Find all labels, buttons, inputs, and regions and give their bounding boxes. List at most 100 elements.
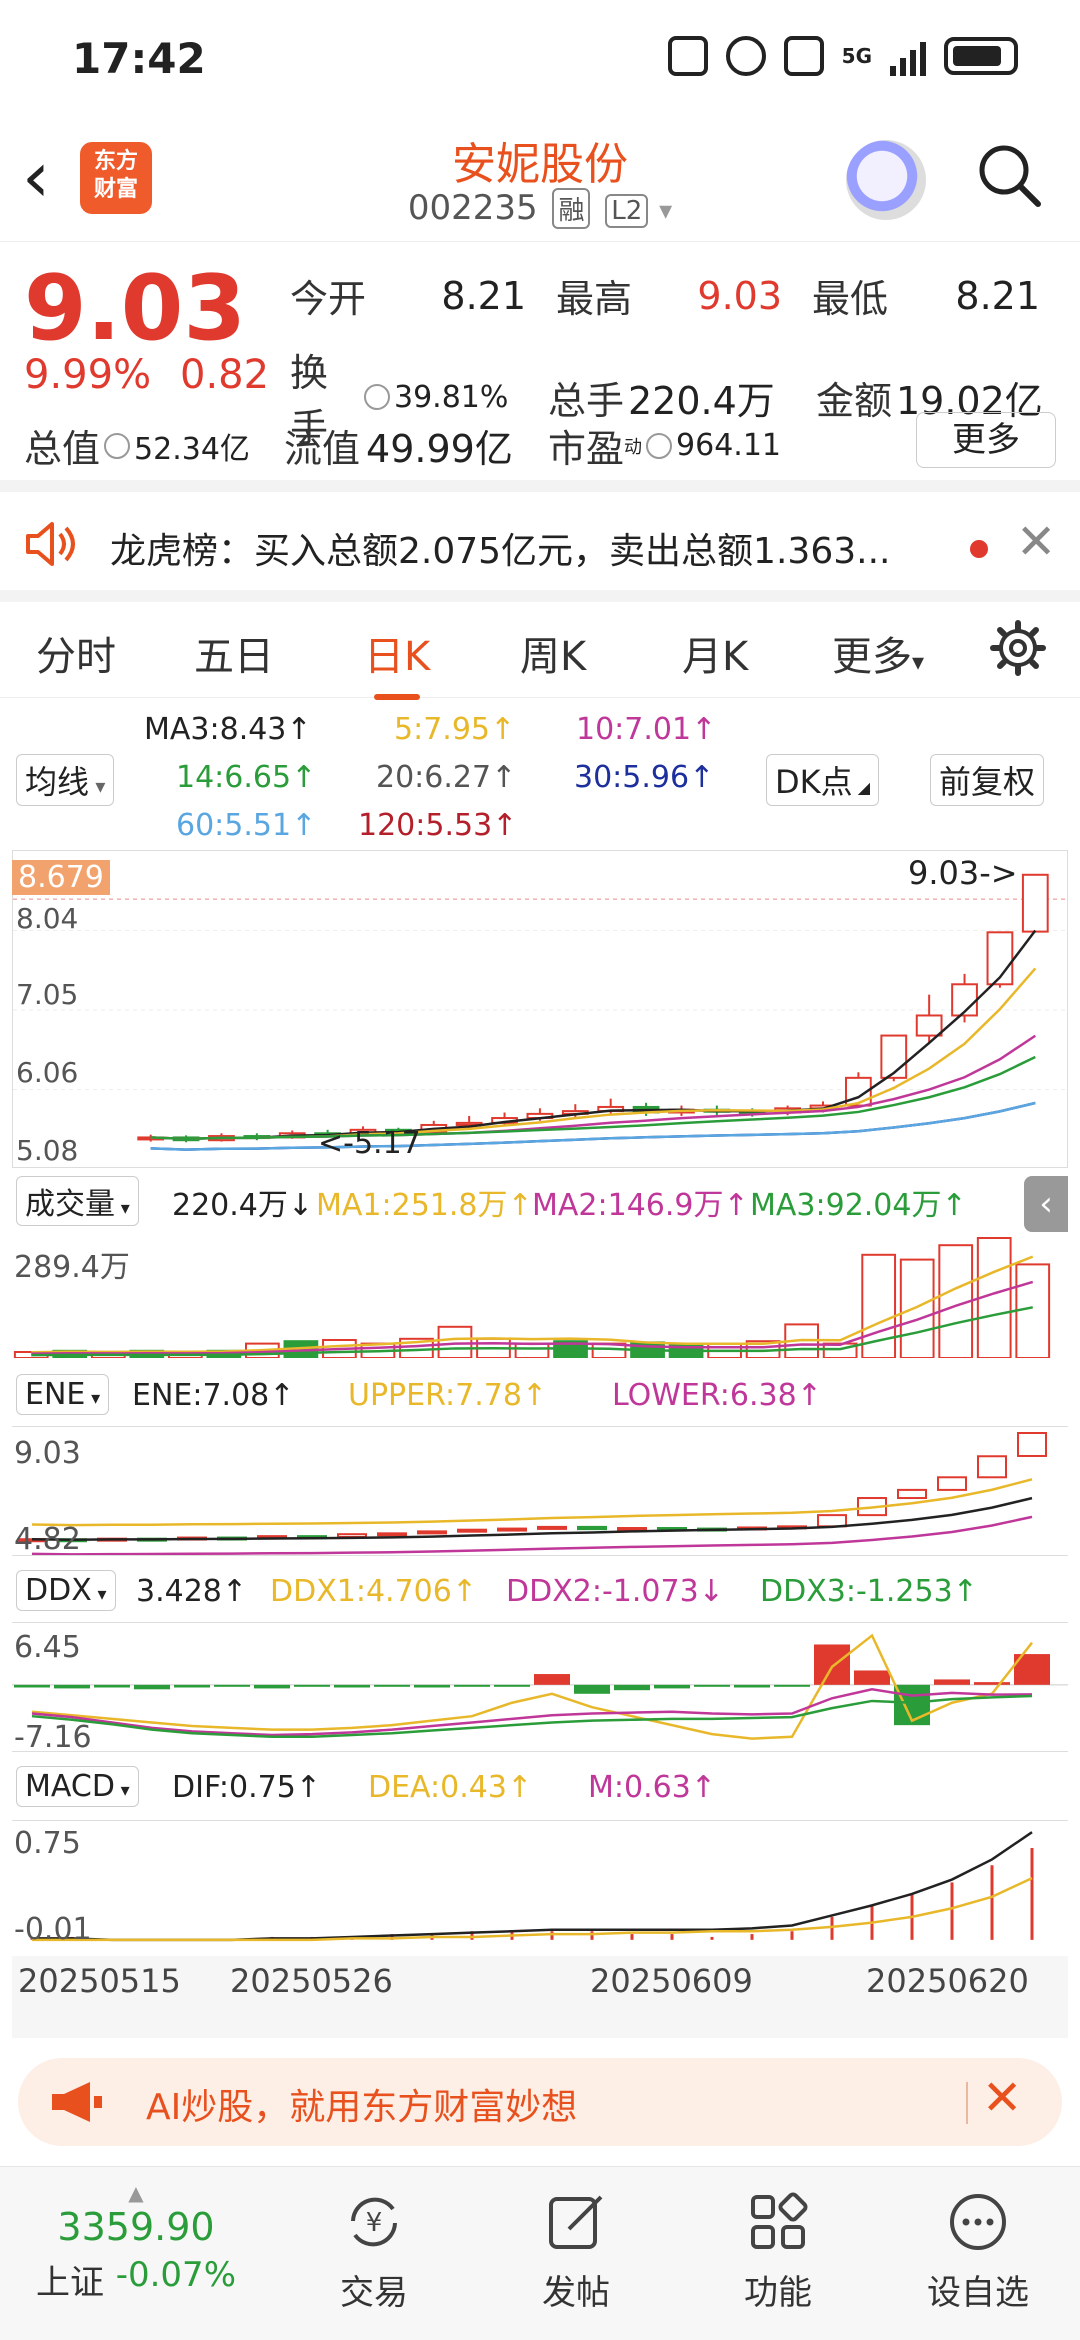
date-label: 20250620 — [866, 1962, 1029, 2000]
ai-robot-icon[interactable] — [846, 140, 926, 220]
caret-down-icon[interactable]: ▾ — [659, 196, 673, 226]
volume-bar — [1015, 1263, 1051, 1358]
ddx-selector-label: DDX — [25, 1573, 92, 1608]
index-value: 3359.90 — [57, 2205, 215, 2249]
corner-icon: ◢ — [852, 778, 871, 797]
adjust-button[interactable]: 前复权 — [930, 754, 1045, 806]
low-label: 最低 — [812, 277, 889, 321]
ddx-bar — [614, 1684, 650, 1691]
alarm-icon — [725, 36, 766, 76]
macd-dea-line — [32, 1876, 1033, 1942]
candle-body — [915, 1014, 943, 1037]
svg-text:¥: ¥ — [366, 2208, 383, 2238]
ene-candle — [537, 1525, 567, 1530]
ai-banner-text: AI炒股，就用东方财富妙想 — [146, 2087, 578, 2128]
ddx3-value: DDX3:-1.253↑ — [760, 1574, 978, 1609]
ddx-bar — [294, 1684, 330, 1687]
price-axis-top: 8.679 — [12, 860, 110, 895]
search-icon[interactable] — [976, 142, 1042, 208]
ddx-selector[interactable]: DDX ▾ — [16, 1570, 116, 1611]
tab-more-label: 更多 — [832, 634, 912, 680]
quote-panel: 9.03 9.99% 0.82 今开 8.21 最高 9.03 最低 8.21 … — [0, 242, 1080, 492]
ene-band-line — [31, 1478, 1033, 1527]
ddx-bar — [854, 1670, 890, 1685]
quote-row-2: 换手 39.81% 总手 220.4万 金额 19.02亿 — [290, 342, 1066, 452]
pe-superscript: 动 — [624, 436, 643, 458]
edit-icon — [549, 2195, 603, 2249]
divider — [966, 2082, 968, 2124]
moving-average-line — [150, 929, 1037, 1141]
tab-weekly-k[interactable]: 周K — [520, 634, 587, 680]
ene-selector[interactable]: ENE ▾ — [16, 1374, 110, 1415]
nav-watchlist-label: 设自选 — [927, 2273, 1029, 2313]
app-logo: 东方财富 — [80, 142, 152, 214]
info-icon[interactable] — [364, 384, 390, 410]
status-icons: 5G — [667, 36, 1018, 76]
gear-icon[interactable] — [990, 620, 1046, 676]
ddx-panel[interactable] — [12, 1622, 1068, 1752]
ene-candle — [497, 1527, 527, 1532]
indicator-selector[interactable]: 均线 ▾ — [16, 754, 115, 806]
high-value: 9.03 — [697, 273, 782, 318]
ai-banner[interactable]: AI炒股，就用东方财富妙想 ✕ — [18, 2058, 1062, 2146]
stock-name: 安妮股份 — [452, 139, 628, 190]
ddx-bar — [814, 1644, 850, 1685]
back-icon[interactable]: ‹ — [22, 136, 50, 218]
moving-average-line — [150, 1055, 1036, 1141]
close-icon[interactable]: ✕ — [1016, 514, 1057, 570]
ene-axis-bottom: 4.82 — [14, 1522, 81, 1557]
ddx-bar — [414, 1684, 450, 1688]
ma14-value: 14:6.65↑ — [176, 760, 317, 795]
ddx-bar — [694, 1684, 730, 1687]
ddx-line — [31, 1694, 1033, 1739]
volume-bar — [514, 1342, 550, 1358]
ddx-line — [31, 1688, 1033, 1737]
ddx-bar — [14, 1684, 50, 1688]
nav-trade[interactable]: ¥ 交易 — [294, 2175, 454, 2314]
turnover-value: 39.81% — [394, 379, 509, 415]
ene-candle — [897, 1488, 927, 1500]
tab-five-day[interactable]: 五日 — [194, 634, 274, 680]
volume-panel[interactable] — [12, 1228, 1068, 1358]
turnover-label: 换手 — [290, 351, 329, 450]
ma3-value: MA3:8.43↑ — [144, 712, 312, 747]
tab-intraday[interactable]: 分时 — [36, 634, 116, 680]
change-percent: 9.99% — [24, 352, 152, 398]
ddx-bar — [174, 1684, 210, 1688]
volume-selector[interactable]: 成交量 ▾ — [16, 1176, 139, 1226]
ene-candle — [377, 1532, 407, 1537]
nav-watchlist[interactable]: 设自选 — [898, 2175, 1058, 2314]
caret-down-icon: ▾ — [912, 648, 925, 676]
nav-post[interactable]: 发帖 — [496, 2175, 656, 2314]
volume-ma2: MA2:146.9万↑ — [532, 1188, 749, 1223]
macd-selector-label: MACD — [25, 1769, 115, 1804]
tab-monthly-k[interactable]: 月K — [682, 634, 749, 680]
tab-more[interactable]: 更多▾ — [832, 624, 924, 682]
info-icon[interactable] — [646, 432, 673, 459]
high-label: 最高 — [556, 277, 633, 321]
kline-panel[interactable] — [12, 850, 1068, 1168]
collapse-icon[interactable]: ‹ — [1024, 1176, 1068, 1232]
l2-tag[interactable]: L2 — [605, 194, 649, 228]
ene-panel[interactable] — [12, 1426, 1068, 1556]
date-label: 20250526 — [230, 1962, 393, 2000]
ddx2-value: DDX2:-1.073↓ — [506, 1574, 724, 1609]
nav-functions[interactable]: 功能 — [698, 2175, 858, 2314]
info-icon[interactable] — [104, 432, 131, 459]
dk-point-button[interactable]: DK点 ◢ — [766, 754, 880, 806]
more-button[interactable]: 更多 — [916, 412, 1056, 468]
date-axis: 20250515 20250526 20250609 20250620 — [12, 1956, 1068, 2038]
low-value: 8.21 — [955, 273, 1040, 318]
tab-daily-k[interactable]: 日K — [364, 624, 430, 700]
notice-bar[interactable]: 龙虎榜：买入总额2.075亿元，卖出总额1.363... ✕ — [0, 492, 1080, 602]
index-ticker[interactable]: ▲ 3359.90 上证 -0.07% — [36, 2181, 236, 2304]
ddx-bar — [254, 1684, 290, 1689]
candle-body — [880, 1034, 908, 1079]
unread-dot — [970, 540, 988, 558]
ene-candle — [937, 1476, 967, 1491]
close-icon[interactable]: ✕ — [982, 2070, 1023, 2126]
ddx-axis-bottom: -7.16 — [14, 1720, 92, 1755]
date-label: 20250609 — [590, 1962, 753, 2000]
macd-selector[interactable]: MACD ▾ — [16, 1766, 139, 1807]
macd-panel[interactable] — [12, 1820, 1068, 1950]
